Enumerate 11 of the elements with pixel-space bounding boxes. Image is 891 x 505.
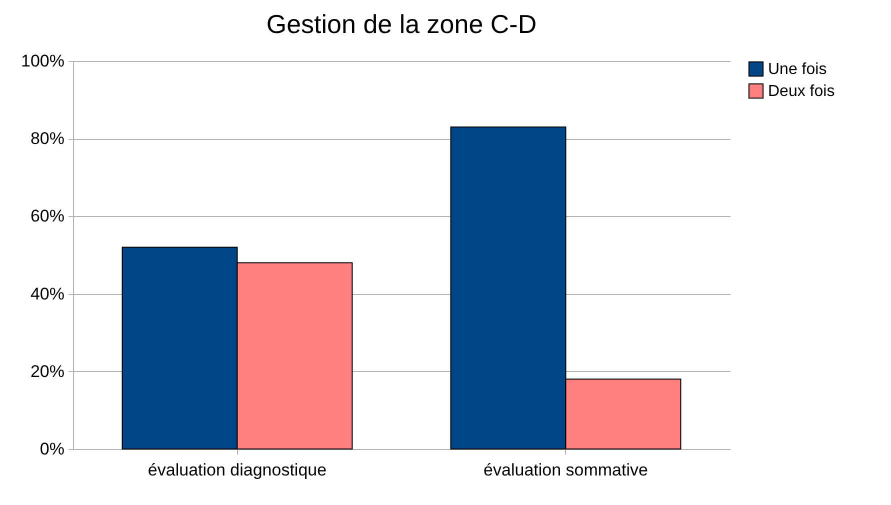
legend-label: Une fois [768, 61, 827, 78]
x-tick-label: évaluation sommative [484, 460, 648, 480]
y-tick-label: 40% [30, 284, 64, 304]
y-tick-label: 100% [21, 52, 64, 70]
y-tick-label: 0% [40, 440, 64, 458]
y-tick-label: 80% [30, 129, 64, 148]
chart-title: Gestion de la zone C-D [266, 9, 537, 39]
x-tick-label: évaluation diagnostique [148, 460, 327, 480]
legend-label: Deux fois [768, 83, 835, 100]
y-tick-label: 60% [30, 206, 64, 226]
y-tick-label: 20% [30, 362, 64, 381]
